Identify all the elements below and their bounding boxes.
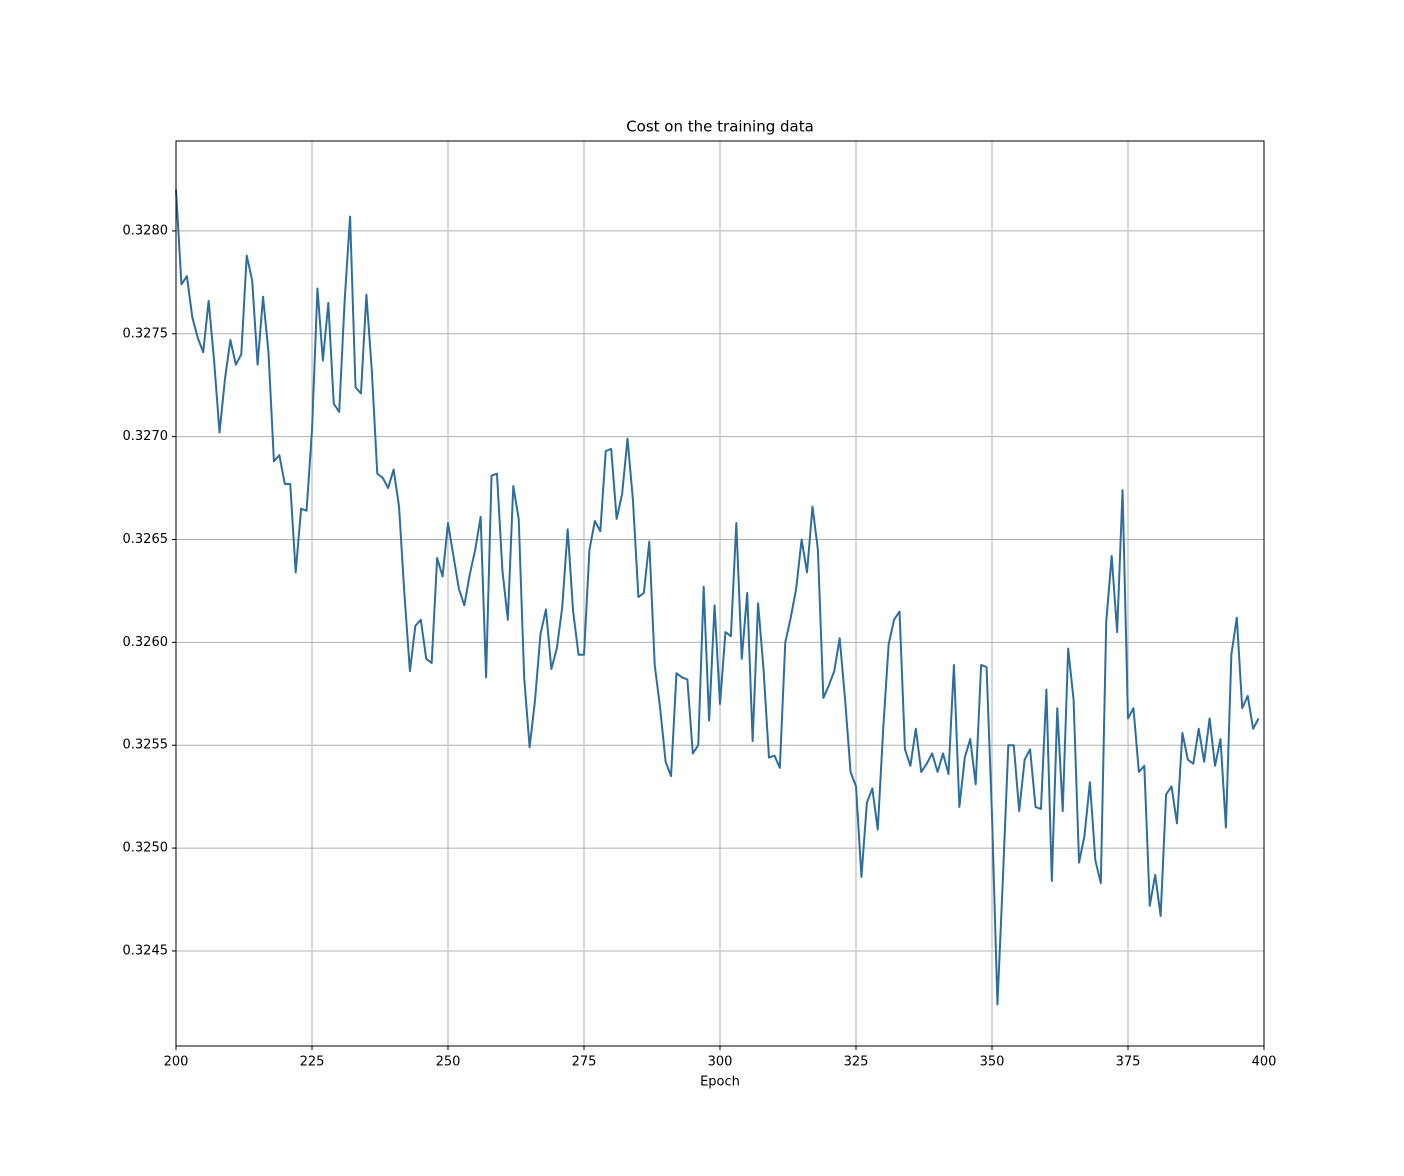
x-tick-label: 200 bbox=[164, 1055, 189, 1070]
data-line bbox=[175, 189, 1260, 1006]
x-axis-label: Epoch bbox=[700, 1075, 740, 1090]
y-tick-label: 0.3265 bbox=[123, 532, 169, 547]
x-tick-label: 250 bbox=[436, 1055, 461, 1070]
x-tick-label: 275 bbox=[572, 1055, 597, 1070]
y-tick-label: 0.3255 bbox=[123, 738, 169, 753]
y-tick-label: 0.3270 bbox=[123, 429, 169, 444]
chart-title: Cost on the training data bbox=[626, 118, 814, 136]
y-tick-label: 0.3245 bbox=[123, 943, 169, 958]
x-tick-label: 300 bbox=[708, 1055, 733, 1070]
x-tick-label: 325 bbox=[844, 1055, 869, 1070]
x-tick-label: 375 bbox=[1116, 1055, 1141, 1070]
x-tick-label: 225 bbox=[300, 1055, 325, 1070]
plot-frame bbox=[175, 140, 1265, 1047]
y-tick-label: 0.3250 bbox=[123, 841, 169, 856]
x-tick-label: 400 bbox=[1252, 1055, 1277, 1070]
y-tick-label: 0.3275 bbox=[123, 326, 169, 341]
y-tick-label: 0.3260 bbox=[123, 635, 169, 650]
x-tick-label: 350 bbox=[980, 1055, 1005, 1070]
y-tick-label: 0.3280 bbox=[123, 223, 169, 238]
